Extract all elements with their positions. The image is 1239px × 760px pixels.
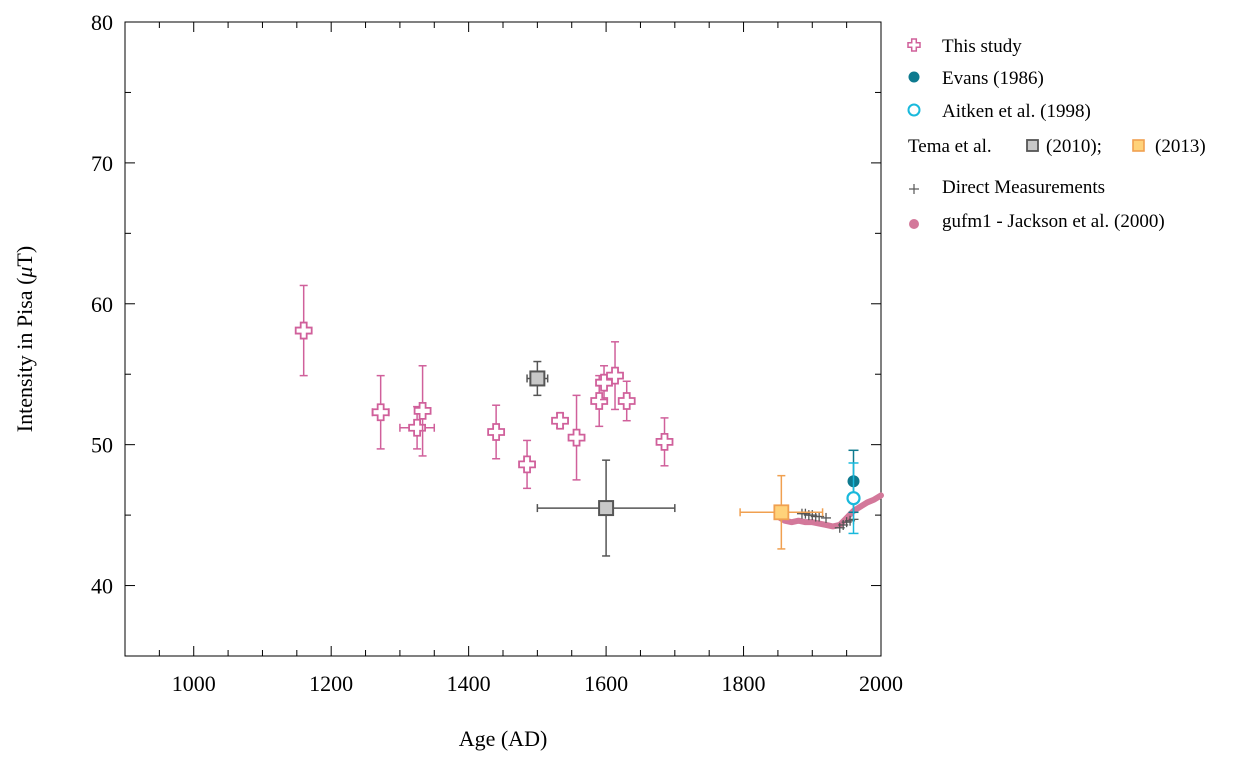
tema-2013-point	[739, 474, 824, 550]
plot-border	[124, 21, 882, 657]
x-tick-label: 1000	[172, 671, 216, 696]
this-study-marker	[294, 321, 313, 340]
this-study-marker	[551, 411, 569, 430]
y-axis: 40 50 60 70 80	[91, 10, 881, 657]
aitken-marker	[846, 491, 861, 506]
direct-measurement-point	[821, 512, 832, 523]
tema-2010-point	[526, 360, 549, 397]
this-study-point	[518, 439, 536, 490]
this-study-point	[595, 365, 613, 401]
plot-area	[294, 284, 884, 557]
this-study-point	[606, 341, 624, 411]
this-study-marker	[371, 403, 390, 422]
legend-marker-evans	[908, 71, 920, 83]
legend-marker-aitken	[907, 103, 921, 117]
legend-label-gufm1: gufm1 - Jackson et al. (2000)	[942, 211, 1165, 232]
legend: This study Evans (1986) Aitken et al. (1…	[907, 36, 1206, 232]
y-axis-label: Intensity in Pisa (μT)	[12, 246, 37, 432]
legend-marker-tema-2010	[1026, 139, 1039, 152]
this-study-point	[551, 411, 569, 430]
this-study-marker	[606, 366, 624, 385]
this-study-point	[399, 405, 436, 450]
this-study-point	[294, 284, 313, 377]
direct-measurement-point	[814, 511, 825, 522]
tema-2010-marker	[598, 500, 615, 517]
this-study-marker	[617, 392, 636, 410]
x-tick-label: 1400	[447, 671, 491, 696]
this-study-marker	[413, 401, 432, 420]
this-study-marker	[518, 455, 536, 474]
legend-label-aitken: Aitken et al. (1998)	[942, 101, 1091, 122]
legend-label-tema-prefix: Tema et al.	[908, 136, 992, 157]
this-study-point	[617, 380, 636, 422]
this-study-marker	[408, 418, 426, 437]
tema-2010-marker	[529, 370, 546, 387]
x-tick-label: 1600	[584, 671, 628, 696]
tema-2010-point	[536, 459, 676, 557]
y-tick-label: 70	[91, 151, 113, 176]
x-tick-label: 1200	[309, 671, 353, 696]
this-study-point	[413, 365, 432, 457]
x-tick-label: 2000	[859, 671, 903, 696]
x-axis: 1000 1200 1400 1600 1800 2000	[124, 22, 903, 696]
legend-label-tema-2010: (2010);	[1046, 136, 1102, 157]
plot-frame	[124, 21, 882, 657]
this-study-marker	[567, 428, 586, 447]
this-study-marker	[655, 432, 674, 451]
legend-label-direct: Direct Measurements	[942, 177, 1105, 198]
this-study-point	[567, 394, 586, 481]
this-study-point	[371, 374, 390, 450]
legend-item-evans: Evans (1986)	[908, 68, 1044, 89]
this-study-point	[655, 417, 674, 467]
aitken-point	[846, 462, 861, 535]
x-tick-label: 1800	[722, 671, 766, 696]
this-study-marker	[595, 373, 613, 392]
legend-item-direct: Direct Measurements	[909, 177, 1105, 198]
legend-item-aitken: Aitken et al. (1998)	[907, 101, 1091, 122]
legend-item-gufm1: gufm1 - Jackson et al. (2000)	[909, 211, 1165, 232]
y-tick-label: 40	[91, 574, 113, 599]
y-tick-label: 80	[91, 10, 113, 35]
legend-item-this-study: This study	[907, 36, 1022, 57]
y-tick-label: 60	[91, 292, 113, 317]
this-study-marker	[590, 392, 609, 410]
gufm1-curve	[774, 492, 884, 530]
legend-marker-this-study	[907, 38, 921, 52]
x-axis-label: Age (AD)	[459, 726, 548, 751]
legend-label-this-study: This study	[942, 36, 1022, 57]
legend-marker-gufm1	[909, 219, 919, 229]
this-study-marker	[487, 423, 506, 441]
y-tick-label: 50	[91, 433, 113, 458]
legend-label-tema-2013: (2013)	[1155, 136, 1206, 157]
this-study-point	[487, 404, 506, 460]
legend-marker-tema-2013	[1132, 139, 1145, 152]
legend-label-evans: Evans (1986)	[942, 68, 1044, 89]
tema-2013-marker	[773, 504, 790, 521]
legend-item-tema: Tema et al. (2010); (2013)	[908, 136, 1206, 157]
